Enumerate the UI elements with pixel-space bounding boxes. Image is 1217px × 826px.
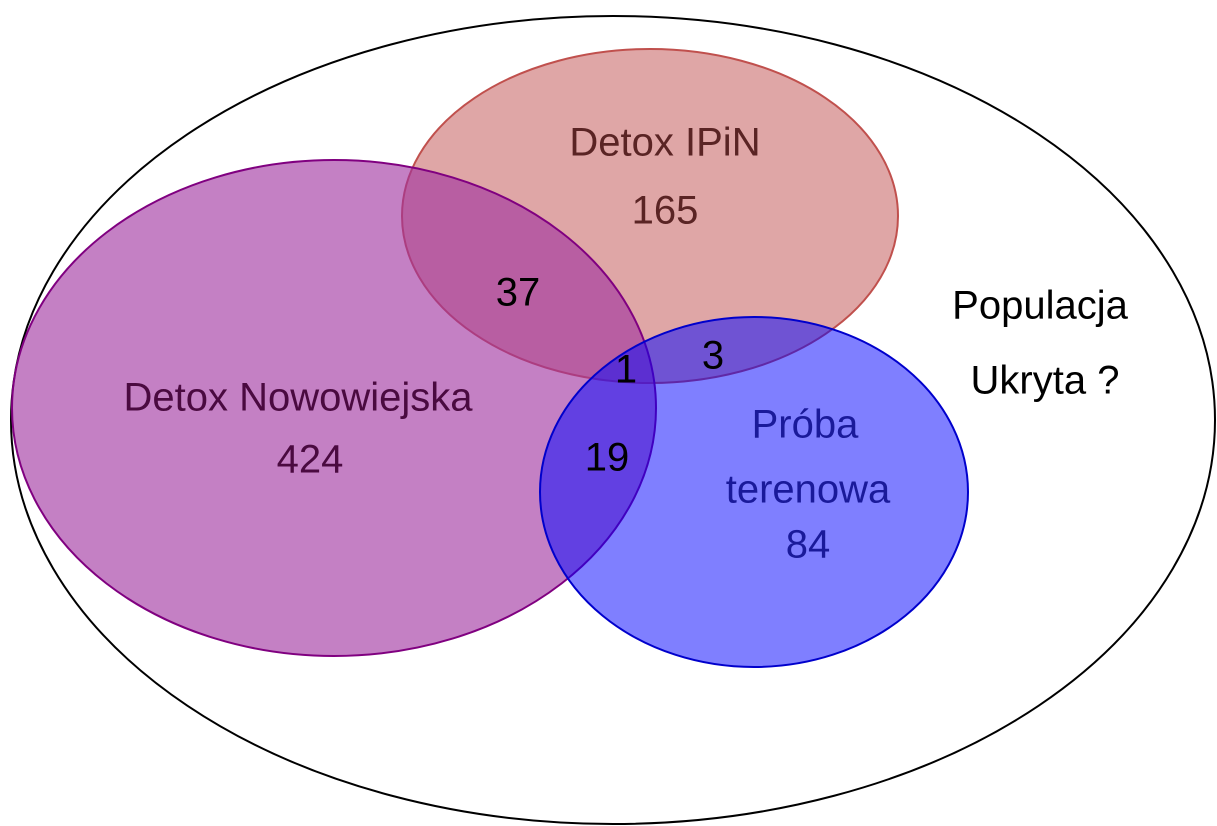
set-label: Detox IPiN — [569, 121, 760, 165]
set-count: 165 — [632, 189, 699, 233]
set-proba — [539, 316, 969, 668]
intersection-count: 1 — [615, 348, 637, 392]
intersection-count: 37 — [496, 271, 541, 315]
intersection-count: 19 — [585, 436, 630, 480]
set-label: terenowa — [726, 468, 891, 512]
population-label: Populacja — [952, 284, 1128, 328]
intersection-count: 3 — [702, 334, 724, 378]
set-count: 424 — [277, 438, 344, 482]
set-label: Detox Nowowiejska — [123, 376, 473, 420]
set-count: 84 — [786, 523, 831, 567]
population-label: Ukryta ? — [971, 359, 1120, 403]
set-label: Próba — [752, 403, 859, 447]
